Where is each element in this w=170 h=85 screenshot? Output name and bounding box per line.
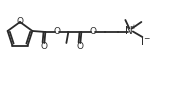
Text: I: I	[141, 37, 144, 47]
Text: N: N	[125, 27, 133, 36]
Text: O: O	[53, 27, 60, 36]
Text: O: O	[41, 42, 48, 51]
Text: O: O	[16, 16, 23, 26]
Text: +: +	[130, 24, 136, 31]
Text: O: O	[89, 27, 96, 36]
Text: O: O	[77, 42, 84, 51]
Text: −: −	[143, 35, 150, 44]
